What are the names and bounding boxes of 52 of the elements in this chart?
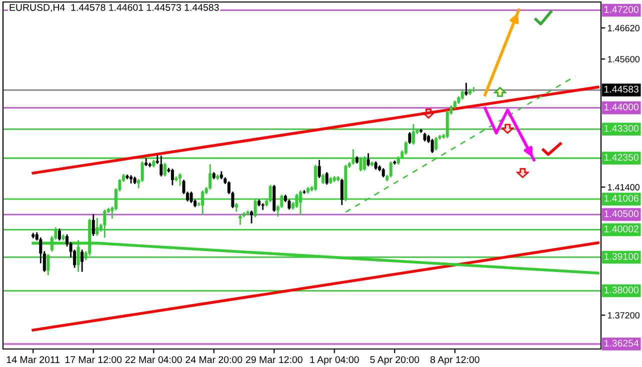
ref-line-label: 1.47200: [604, 6, 639, 13]
y-tick-label: 1.45600: [608, 56, 640, 62]
candlestick: [404, 140, 408, 156]
candlestick: [302, 189, 306, 194]
candlestick: [208, 164, 212, 190]
candlestick: [163, 162, 166, 178]
ref-line-label: 1.36254: [604, 340, 639, 347]
candlestick: [382, 167, 385, 178]
x-tick-label: 17 Mar 12:00: [65, 356, 122, 364]
x-tick-label: 29 Mar 12:00: [246, 356, 302, 364]
ref-line-label: 1.44583: [604, 86, 638, 93]
candlestick: [170, 168, 174, 186]
ref-line-label: 1.39100: [604, 252, 639, 260]
x-tick-label: 5 Apr 20:00: [370, 356, 420, 366]
y-tick-label: 1.37200: [608, 312, 640, 319]
candlestick: [366, 152, 370, 168]
y-tick-label: 1.41400: [608, 184, 640, 190]
candlestick: [314, 164, 318, 192]
candlestick: [340, 178, 344, 206]
candlestick: [92, 214, 95, 237]
candlestick: [160, 154, 163, 178]
candlestick: [325, 171, 328, 186]
ref-line-label: 1.43300: [604, 124, 639, 132]
x-tick-label: 8 Apr 12:00: [430, 356, 480, 366]
y-tick-label: 1.46620: [608, 24, 640, 32]
candlestick: [288, 198, 291, 210]
line-series: [484, 106, 536, 162]
candlestick: [460, 90, 464, 100]
candlestick: [430, 138, 434, 154]
candlestick: [464, 82, 468, 96]
candlestick: [389, 160, 392, 178]
ref-line-label: 1.38000: [604, 286, 639, 294]
x-tick-label: 1 Apr 04:00: [310, 356, 359, 366]
candlestick: [408, 132, 412, 144]
candlestick: [250, 210, 254, 224]
candlestick: [58, 228, 61, 242]
ref-line-label: 1.41006: [604, 194, 638, 202]
candlestick: [190, 190, 193, 204]
candlestick: [178, 172, 182, 187]
candlestick: [318, 159, 321, 179]
ref-line-label: 1.44000: [604, 104, 639, 110]
candlestick: [434, 136, 438, 152]
x-tick-label: 24 Mar 20:00: [186, 356, 242, 364]
chart-title: EURUSD,H4 1.44578 1.44601 1.44573 1.44583: [10, 4, 219, 12]
candlestick: [80, 248, 84, 273]
candlestick: [238, 214, 242, 226]
ref-line-label: 1.42350: [604, 154, 639, 161]
x-tick-label: 14 Mar 2011: [6, 356, 60, 364]
candlestick: [322, 173, 325, 185]
x-tick-label: 22 Mar 04:00: [125, 356, 182, 364]
ref-line-label: 1.40500: [604, 210, 639, 218]
ref-line-label: 1.40002: [604, 225, 638, 232]
